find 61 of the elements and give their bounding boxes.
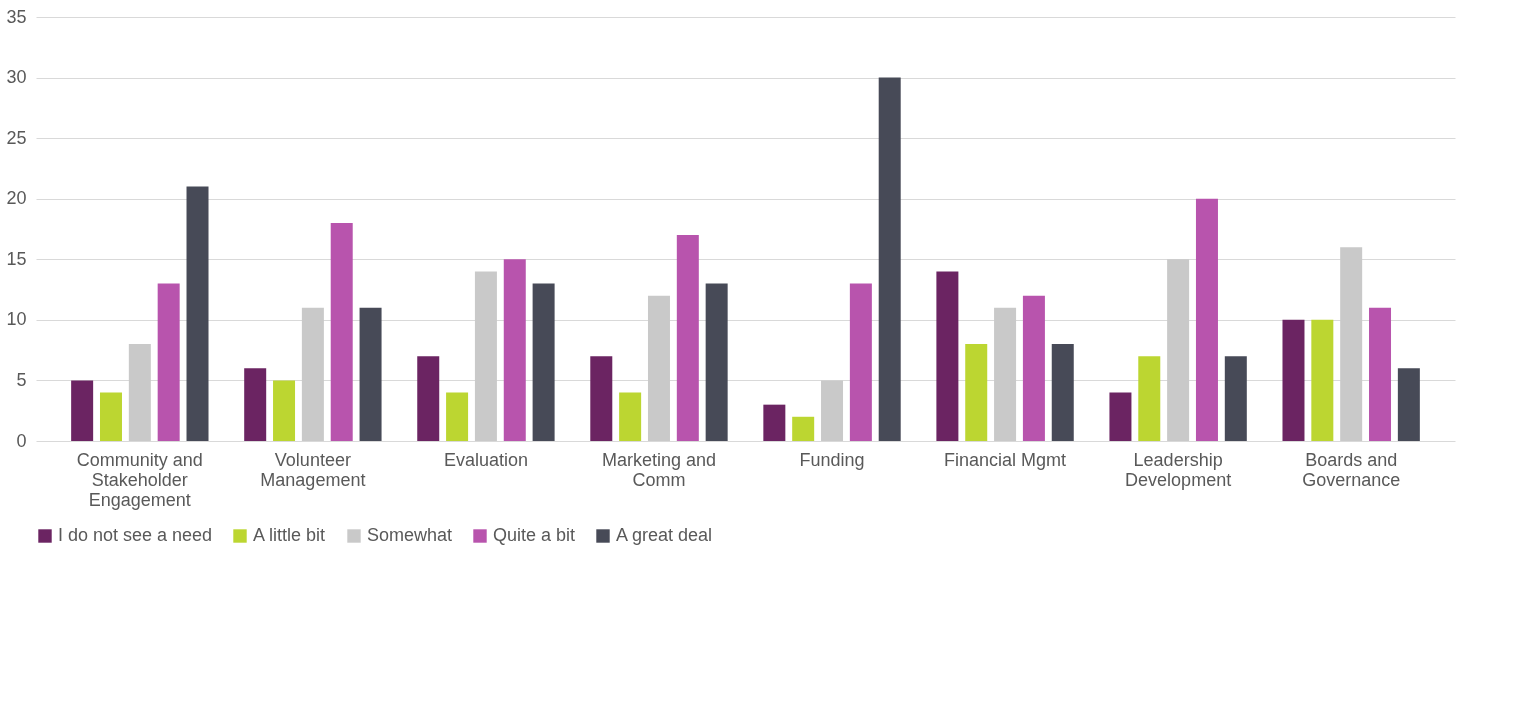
bar: [676, 235, 699, 441]
y-tick-label: 5: [16, 369, 27, 390]
legend-label: Quite a bit: [493, 525, 576, 545]
bar: [474, 271, 497, 441]
x-tick-label: Volunteer Management: [260, 449, 366, 490]
bar: [532, 283, 555, 441]
bar: [503, 259, 526, 441]
bar: [994, 307, 1017, 441]
x-tick-label: Evaluation: [443, 449, 528, 470]
bar: [301, 307, 324, 441]
y-tick-label: 15: [6, 248, 27, 269]
bar: [936, 271, 959, 441]
bar: [1369, 307, 1392, 441]
x-tick-label: Marketing and Comm: [601, 449, 717, 490]
bar: [647, 295, 670, 441]
bar: [965, 344, 988, 441]
bar: [71, 380, 94, 441]
bar: [1224, 356, 1247, 441]
bar: [1138, 356, 1161, 441]
bar: [446, 392, 469, 441]
y-tick-label: 35: [6, 6, 27, 27]
bar: [705, 283, 728, 441]
x-tick-label: Boards and Governance: [1302, 449, 1401, 490]
legend-label: I do not see a need: [58, 525, 213, 545]
bar: [417, 356, 440, 441]
y-tick-label: 10: [6, 309, 27, 330]
bar: [1311, 319, 1334, 441]
bar: [1195, 198, 1218, 441]
y-tick-label: 25: [6, 127, 27, 148]
bar: [619, 392, 642, 441]
bar: [763, 404, 786, 441]
bar: [1051, 344, 1074, 441]
x-tick-label: Financial Mgmt: [944, 449, 1067, 470]
bar: [99, 392, 122, 441]
y-tick-label: 30: [6, 67, 27, 88]
bar: [273, 380, 296, 441]
y-tick-label: 0: [16, 430, 27, 451]
bar: [359, 307, 382, 441]
bar: [590, 356, 613, 441]
legend-label: A great deal: [616, 525, 713, 545]
bar: [244, 368, 267, 441]
x-tick-label: Funding: [799, 449, 865, 470]
bar: [186, 186, 209, 441]
legend-label: Somewhat: [367, 525, 453, 545]
bar: [1340, 247, 1363, 441]
bar: [821, 380, 844, 441]
bar: [1022, 295, 1045, 441]
legend-label: A little bit: [253, 525, 326, 545]
x-tick-label: Leadership Development: [1125, 449, 1232, 490]
bar: [330, 222, 353, 441]
bar: [1109, 392, 1132, 441]
bar: [878, 77, 901, 441]
bar: [792, 416, 815, 441]
y-tick-label: 20: [6, 188, 27, 209]
bar: [157, 283, 180, 441]
x-tick-label: Community and Stakeholder Engagement: [76, 449, 203, 510]
bar: [1167, 259, 1190, 441]
bar: [128, 344, 151, 441]
bar: [1282, 319, 1305, 441]
bar: [849, 283, 872, 441]
bar: [1397, 368, 1420, 441]
